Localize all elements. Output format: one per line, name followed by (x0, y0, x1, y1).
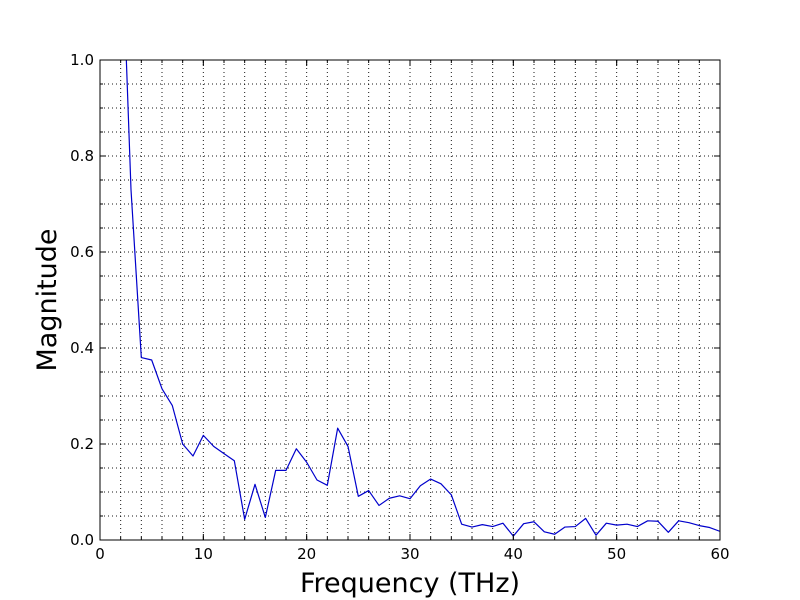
x-tick-label: 50 (607, 545, 626, 563)
x-tick-label: 60 (710, 545, 729, 563)
tick-marks (99, 59, 721, 541)
x-tick-label: 40 (504, 545, 523, 563)
y-tick-label: 0.6 (70, 243, 94, 261)
x-tick-label: 10 (194, 545, 213, 563)
x-tick-label: 0 (95, 545, 105, 563)
y-tick-label: 0.0 (70, 531, 94, 549)
y-tick-labels: 0.0 0.2 0.4 0.6 0.8 1.0 (70, 51, 94, 549)
x-tick-labels: 0 10 20 30 40 50 60 (95, 545, 729, 563)
series-line (125, 60, 720, 537)
y-tick-label: 1.0 (70, 51, 94, 69)
x-axis-label: Frequency (THz) (300, 568, 520, 599)
y-tick-label: 0.8 (70, 147, 94, 165)
x-tick-label: 20 (297, 545, 316, 563)
series-layer (125, 60, 720, 537)
x-tick-label: 30 (400, 545, 419, 563)
grid-lines (100, 60, 720, 540)
y-axis-label: Magnitude (32, 228, 63, 371)
y-tick-label: 0.2 (70, 435, 94, 453)
y-tick-label: 0.4 (70, 339, 94, 357)
